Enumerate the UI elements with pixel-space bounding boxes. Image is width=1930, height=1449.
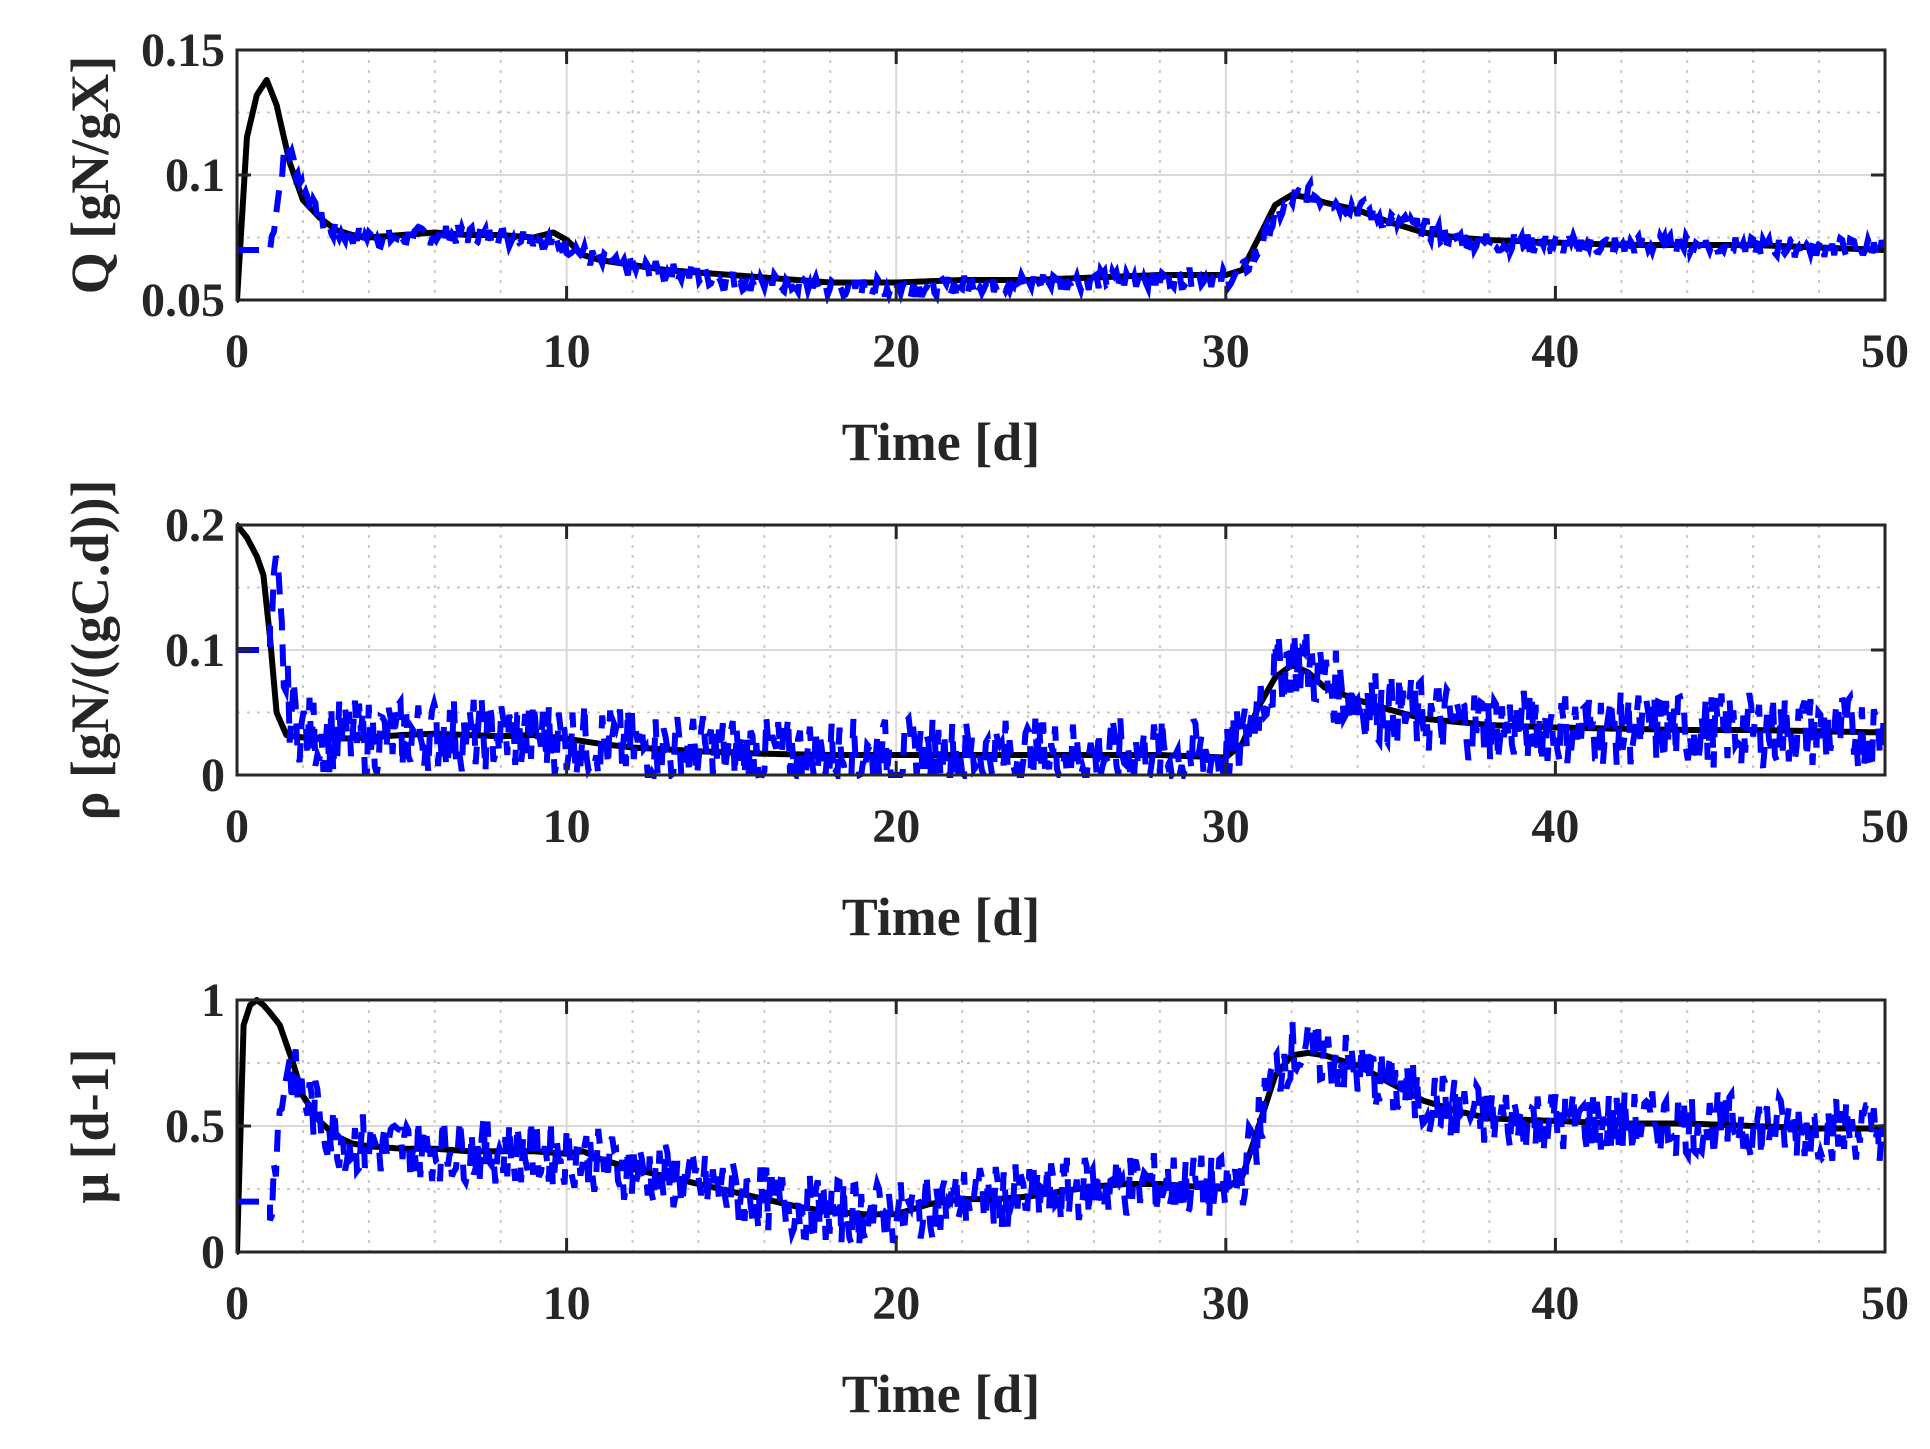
q-x-tick-label: 0 xyxy=(225,325,249,378)
q-series xyxy=(237,77,1885,304)
q-x-tick-label: 30 xyxy=(1202,325,1250,378)
rho-x-tick-label: 50 xyxy=(1861,800,1909,853)
rho-y-axis-title: ρ [gN/((gC.d))] xyxy=(60,480,120,821)
mu-panel: 0 10 20 30 40 50 0 0.5 1 Time [d] μ [d-1] xyxy=(60,974,1909,1424)
q-x-tick-label: 20 xyxy=(872,325,920,378)
mu-x-tick-label: 0 xyxy=(225,1277,249,1330)
rho-panel: 0 10 20 30 40 50 0 0.1 0.2 Time [d] ρ [gN/((gC.d… xyxy=(60,480,1909,947)
mu-y-tick-label: 0.5 xyxy=(165,1100,225,1153)
q-y-tick-label: 0.1 xyxy=(165,149,225,202)
mu-x-tick-label: 50 xyxy=(1861,1277,1909,1330)
mu-y-tick-label: 0 xyxy=(201,1226,225,1279)
rho-series xyxy=(237,522,1885,779)
rho-x-tick-label: 0 xyxy=(225,800,249,853)
mu-series xyxy=(237,997,1885,1255)
mu-x-tick-label: 40 xyxy=(1531,1277,1579,1330)
q-x-tick-label: 10 xyxy=(543,325,591,378)
rho-ticks: 0 10 20 30 40 50 0 0.1 0.2 xyxy=(165,499,1909,853)
mu-x-axis-title: Time [d] xyxy=(842,1364,1041,1424)
rho-x-tick-label: 10 xyxy=(543,800,591,853)
mu-x-tick-label: 10 xyxy=(543,1277,591,1330)
rho-x-axis-title: Time [d] xyxy=(842,887,1041,947)
q-ticks: 0 10 20 30 40 50 0.05 0.1 0.15 xyxy=(141,24,1909,378)
q-y-tick-label: 0.15 xyxy=(141,24,225,77)
rho-x-tick-label: 30 xyxy=(1202,800,1250,853)
q-y-tick-label: 0.05 xyxy=(141,274,225,327)
mu-estimate-line xyxy=(237,1011,1885,1249)
rho-x-tick-label: 20 xyxy=(872,800,920,853)
q-x-tick-label: 50 xyxy=(1861,325,1909,378)
mu-y-tick-label: 1 xyxy=(201,974,225,1027)
q-x-axis-title: Time [d] xyxy=(842,412,1041,472)
mu-x-tick-label: 20 xyxy=(872,1277,920,1330)
rho-y-tick-label: 0.2 xyxy=(165,499,225,552)
mu-ticks: 0 10 20 30 40 50 0 0.5 1 xyxy=(165,974,1909,1330)
q-estimate-line xyxy=(237,138,1885,304)
mu-x-tick-label: 30 xyxy=(1202,1277,1250,1330)
rho-y-tick-label: 0.1 xyxy=(165,624,225,677)
rho-x-tick-label: 40 xyxy=(1531,800,1579,853)
mu-y-axis-title: μ [d-1] xyxy=(60,1048,120,1203)
q-y-axis-title: Q [gN/gX] xyxy=(60,56,120,294)
q-panel: 0 10 20 30 40 50 0.05 0.1 0.15 Time [d] Q [gN/gX… xyxy=(60,24,1909,472)
q-x-tick-label: 40 xyxy=(1531,325,1579,378)
rho-y-tick-label: 0 xyxy=(201,749,225,802)
rho-estimate-line xyxy=(237,555,1885,779)
